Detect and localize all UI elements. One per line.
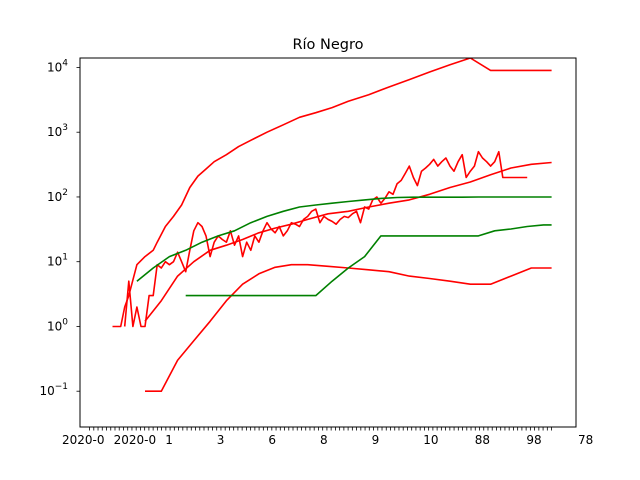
series-line-3 xyxy=(144,161,552,322)
series-line-6 xyxy=(185,224,552,297)
series-line-1 xyxy=(112,58,552,328)
x-tick-label: 3 xyxy=(217,433,225,447)
y-tick-label: 100 xyxy=(47,317,68,333)
y-tick-label: 101 xyxy=(47,253,68,269)
series-line-4 xyxy=(145,263,552,393)
x-tick-label: 10 xyxy=(423,433,438,447)
x-tick-label: 98 xyxy=(526,433,541,447)
y-tick-label: 104 xyxy=(47,58,68,74)
series-line-2 xyxy=(123,150,528,328)
y-axis: 10−1 100 101 102 103 104 xyxy=(39,58,80,398)
y-tick-label: 10−1 xyxy=(39,382,68,398)
plot-area xyxy=(112,58,552,393)
y-tick-label: 102 xyxy=(47,188,68,204)
x-tick-label: 8 xyxy=(320,433,328,447)
x-tick-label: 2020-0 xyxy=(62,433,105,447)
x-tick-label: 88 xyxy=(475,433,490,447)
chart-title: Río Negro xyxy=(292,37,363,53)
x-tick-label: 9 xyxy=(372,433,380,447)
x-tick-label: 78 xyxy=(578,433,593,447)
x-tick-label: 2020-0 xyxy=(114,433,157,447)
series-line-5 xyxy=(136,196,552,282)
y-tick-label: 103 xyxy=(47,123,68,139)
axes-frame xyxy=(79,57,577,428)
x-axis: 2020-0 2020-0 1 3 6 8 9 10 88 98 78 xyxy=(62,427,593,447)
x-tick-label: 6 xyxy=(268,433,276,447)
x-tick-label: 1 xyxy=(165,433,173,447)
